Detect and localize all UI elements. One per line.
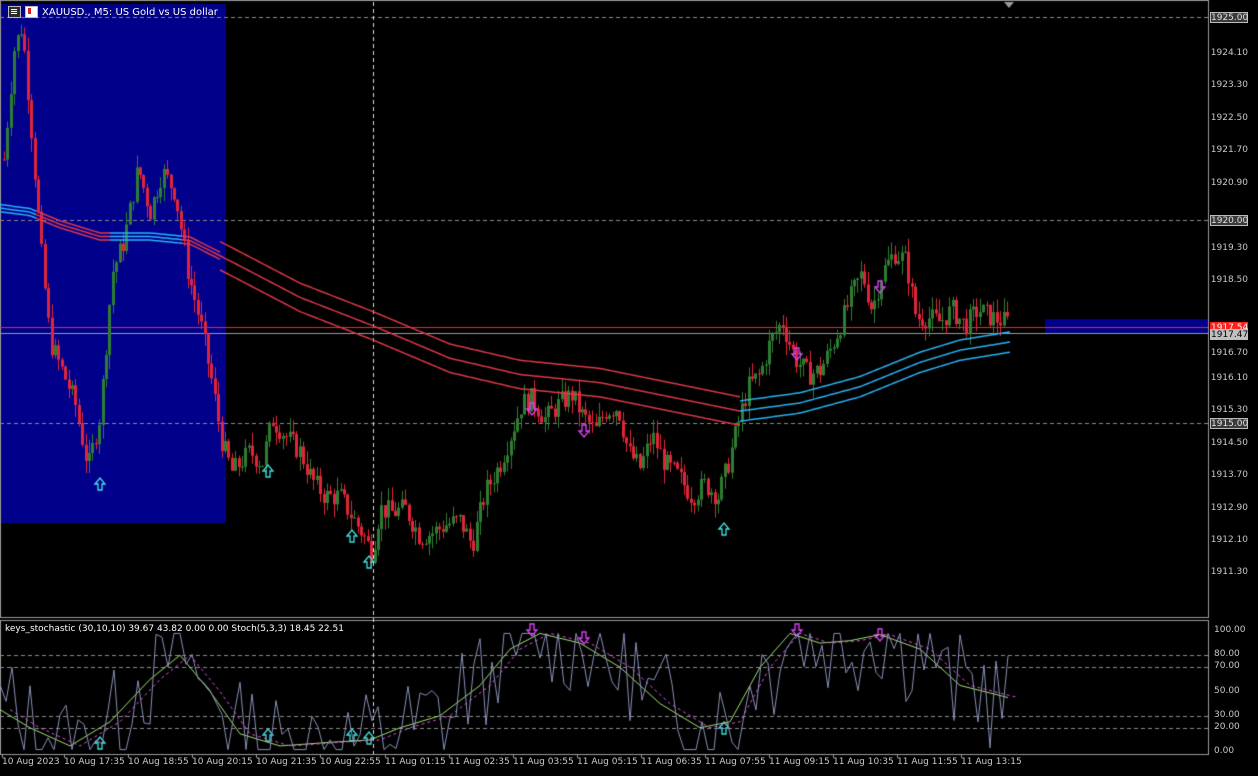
time-tick-label: 11 Aug 06:35 (641, 757, 702, 767)
indicator-title: keys_stochastic (30,10,10) 39.67 43.82 0… (5, 624, 344, 634)
price-tick-label: 1915.30 (1210, 405, 1248, 416)
time-tick-label: 11 Aug 10:35 (833, 757, 894, 767)
indicator-tick-label: 70.00 (1214, 661, 1240, 672)
price-tick-label: 1919.30 (1210, 242, 1248, 253)
price-tick-label: 1922.50 (1210, 112, 1248, 123)
ask-price-box: 1917.47 (1210, 329, 1249, 340)
time-tick-label: 10 Aug 21:35 (256, 757, 317, 767)
time-tick-label: 11 Aug 02:35 (449, 757, 510, 767)
grid-price-box: 1920.00 (1210, 215, 1249, 227)
price-tick-label: 1912.10 (1210, 534, 1248, 545)
price-tick-label: 1916.70 (1210, 348, 1248, 359)
time-tick-label: 10 Aug 22:55 (320, 757, 381, 767)
symbol-title: XAUUSD., M5: US Gold vs US dollar (42, 6, 218, 18)
time-tick-label: 11 Aug 01:15 (385, 757, 446, 767)
price-tick-label: 1911.30 (1210, 567, 1248, 578)
price-tick-label: 1924.10 (1210, 47, 1248, 58)
time-tick-label: 11 Aug 05:15 (577, 757, 638, 767)
indicator-tick-label: 100.00 (1214, 625, 1246, 635)
price-tick-label: 1916.10 (1210, 372, 1248, 383)
time-tick-label: 10 Aug 17:35 (64, 757, 125, 767)
chart-menu-icon[interactable] (8, 6, 21, 18)
price-tick-label: 1913.70 (1210, 470, 1248, 481)
grid-price-box: 1925.00 (1210, 12, 1249, 24)
indicator-tick-label: 0.00 (1214, 746, 1235, 756)
price-tick-label: 1920.90 (1210, 177, 1248, 188)
chart-title: XAUUSD., M5: US Gold vs US dollar (8, 6, 218, 18)
indicator-tick-label: 80.00 (1214, 649, 1240, 660)
price-tick-label: 1923.30 (1210, 80, 1248, 91)
time-tick-label: 11 Aug 03:55 (513, 757, 574, 767)
time-tick-label: 10 Aug 20:15 (192, 757, 253, 767)
price-tick-label: 1912.90 (1210, 502, 1248, 513)
time-tick-label: 11 Aug 07:55 (705, 757, 766, 767)
indicator-tick-label: 30.00 (1214, 709, 1240, 720)
one-click-trading-icon[interactable] (25, 6, 38, 18)
indicator-tick-label: 20.00 (1214, 721, 1240, 732)
price-tick-label: 1914.50 (1210, 437, 1248, 448)
time-tick-label: 11 Aug 11:55 (897, 757, 958, 767)
time-tick-label: 10 Aug 2023 (2, 757, 60, 767)
time-tick-label: 11 Aug 09:15 (769, 757, 830, 767)
time-tick-label: 11 Aug 13:15 (961, 757, 1022, 767)
indicator-tick-label: 50.00 (1214, 685, 1240, 696)
price-tick-label: 1921.70 (1210, 145, 1248, 156)
price-tick-label: 1918.50 (1210, 275, 1248, 286)
grid-price-box: 1915.00 (1210, 418, 1249, 430)
time-tick-label: 10 Aug 18:55 (128, 757, 189, 767)
